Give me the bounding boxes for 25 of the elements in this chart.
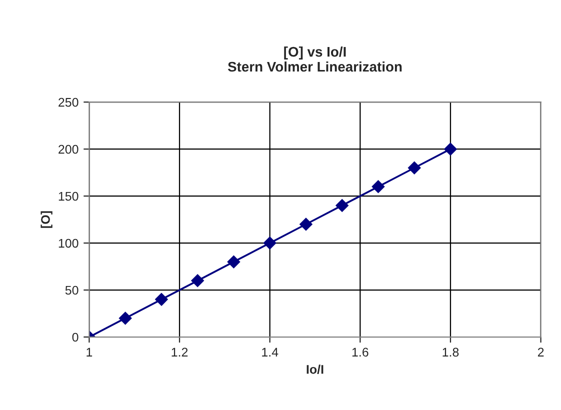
point — [300, 218, 312, 231]
point — [118, 312, 132, 325]
point — [191, 274, 204, 288]
x-axis-title: Io/I — [306, 364, 324, 374]
x-tick-label: 1.4 — [262, 348, 278, 356]
y-tick-label: 50 — [65, 286, 78, 295]
point — [372, 180, 385, 194]
point — [408, 161, 421, 174]
x-tick-label: 1.8 — [442, 348, 459, 357]
point — [155, 293, 168, 306]
y-axis-title: [O] — [40, 211, 52, 228]
point — [444, 142, 457, 156]
point — [227, 255, 240, 268]
x-tick-label: 1.2 — [172, 348, 188, 356]
chart-title: [O] vs Io/I Stern Volmer Linearization — [228, 46, 402, 72]
y-tick-label: 100 — [58, 238, 78, 248]
x-tick-label: 2 — [538, 348, 544, 356]
y-tick-label: 150 — [58, 192, 78, 201]
x-tick-label: 1.6 — [352, 348, 368, 357]
point — [263, 236, 276, 250]
y-tick-label: 200 — [58, 144, 78, 154]
point — [336, 199, 349, 212]
y-tick-label: 0 — [72, 332, 78, 342]
x-tick-label: 1 — [86, 348, 92, 356]
y-tick-label: 250 — [58, 98, 78, 107]
